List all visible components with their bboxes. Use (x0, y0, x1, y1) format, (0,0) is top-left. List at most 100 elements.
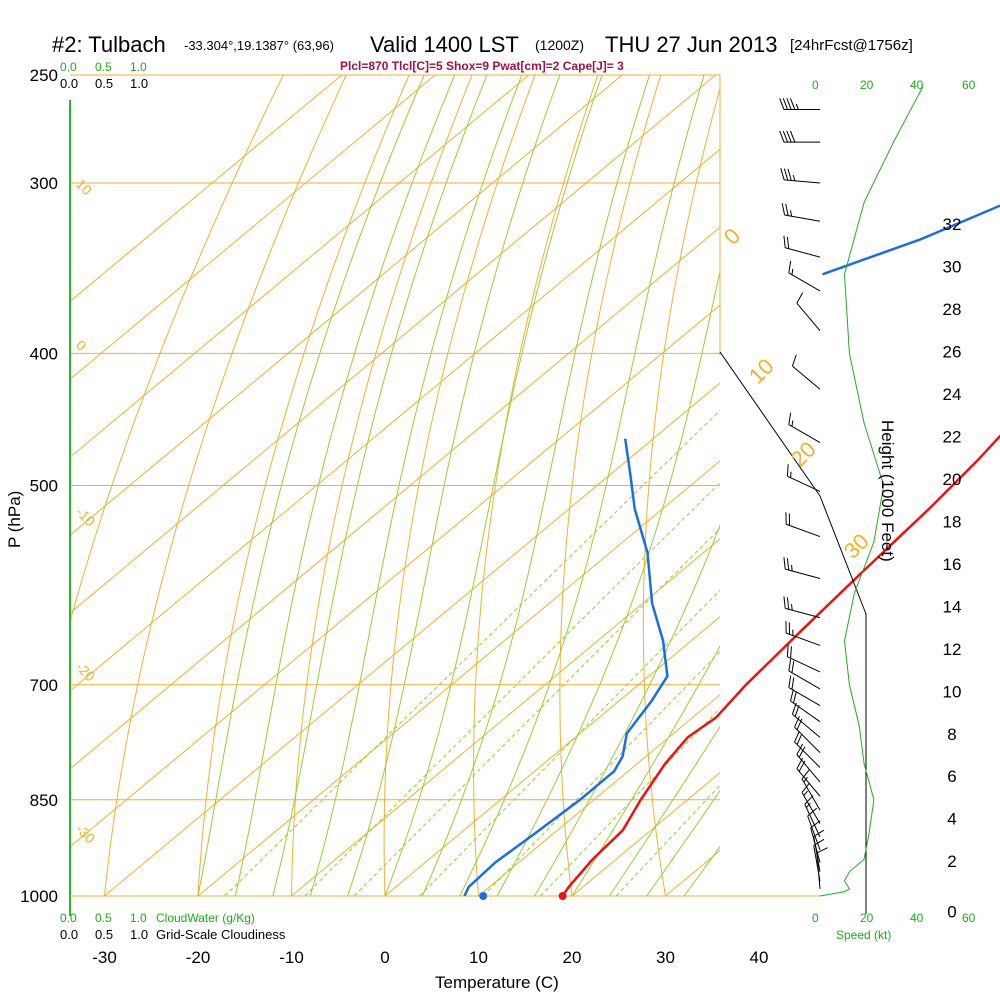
wind-barb-flag (791, 565, 793, 572)
speed-scale-bottom: 0 20 40 60 Speed (kt) (812, 911, 976, 942)
pressure-tick-850: 850 (30, 791, 58, 810)
surface-dewpoint-dot (479, 892, 488, 900)
wind-barb (780, 168, 821, 184)
forecast-date: THU 27 Jun 2013 (605, 32, 777, 57)
wind-barb-flag (795, 103, 799, 110)
wind-barb-flag (788, 675, 792, 688)
wind-barb (788, 675, 821, 706)
wind-barb-staff (785, 247, 821, 258)
wind-barb-flag (792, 691, 797, 704)
cloudwater-scale-bottom: 0.0 0.5 1.0 CloudWater (g/Kg) (60, 911, 255, 925)
dry-adiabat (473, 75, 599, 896)
wind-barb-flag (796, 743, 804, 755)
wind-barb-flag (810, 820, 821, 829)
mixing-ratio-label: 20 (621, 894, 637, 910)
cl-bot-2: 1.0 (130, 927, 148, 942)
wind-barb-flag (791, 604, 793, 611)
isotherm-line (853, 75, 1000, 896)
forecast-info: [24hrFcst@1756z] (790, 37, 913, 54)
dry-adiabat (724, 75, 787, 896)
zulu-time: (1200Z) (535, 37, 584, 53)
mixing-ratio-label: 2 (310, 894, 318, 910)
pressure-tick-500: 500 (30, 477, 58, 496)
wind-barb (779, 130, 820, 143)
dry-adiabat (559, 75, 662, 896)
dewpoint-line (822, 204, 1000, 276)
moist-adiabat (608, 725, 720, 896)
mixing-ratio-label: 5 (425, 894, 433, 910)
wind-barb-flag (807, 807, 818, 817)
height-tick: 10 (943, 682, 962, 701)
wind-barb (801, 769, 821, 811)
mixing-ratio-line (482, 650, 720, 896)
cw-bot-0: 0.0 (60, 911, 77, 925)
isotherm-line (384, 616, 720, 896)
cloudwater-label: CloudWater (g/Kg) (156, 911, 255, 925)
height-tick: 2 (947, 852, 956, 871)
wind-barb-flag (798, 746, 806, 758)
cl-top-1: 0.5 (95, 76, 113, 91)
mixing-ratio-line (304, 482, 720, 896)
wind-barb-flag (803, 790, 808, 796)
wind-barb (786, 644, 821, 673)
temperature-tick: 0 (380, 948, 389, 967)
cl-top-0: 0.0 (60, 76, 78, 91)
isotherm-label: -20 (73, 659, 99, 685)
height-tick: 12 (943, 640, 962, 659)
isobar-lines (70, 74, 720, 897)
temperature-tick: 20 (563, 948, 582, 967)
moist-adiabat (309, 75, 523, 896)
speed-scale-top: 0 20 40 60 (812, 78, 976, 92)
dry-adiabat (70, 75, 284, 624)
mixing-ratio-line (615, 784, 720, 896)
mixing-ratio-label: 8 (488, 894, 496, 910)
moist-adiabat (571, 645, 720, 896)
isotherm-label: 0 (73, 337, 90, 354)
wind-barb-flag (813, 829, 825, 837)
temperature-tick: -20 (186, 948, 211, 967)
cloudiness-scale-bottom: 0.0 0.5 1.0 Grid-Scale Cloudiness (60, 927, 286, 942)
wind-barb-staff (787, 656, 821, 673)
wind-barb-staff (794, 726, 821, 753)
wind-barb-flag (796, 718, 803, 730)
isotherm-line (70, 75, 343, 303)
chart-frame (69, 75, 820, 916)
dry-adiabat (642, 86, 720, 896)
wind-barb-staff (796, 754, 821, 783)
isotherm-label: 10 (744, 354, 779, 389)
temperature-line (561, 434, 1000, 897)
station-title: #2: Tulbach (52, 32, 166, 57)
y-axis-title: P (hPa) (5, 491, 24, 548)
height-tick: 8 (947, 725, 956, 744)
height-tick: 0 (947, 903, 956, 922)
height-tick: 14 (943, 597, 962, 616)
isotherm-line (70, 75, 436, 380)
moist-adiabat (384, 75, 603, 896)
wind-barb-flag (801, 782, 810, 793)
wind-barb-flag (791, 677, 795, 690)
wind-barb-flag (783, 235, 786, 248)
wind-barb-flag (786, 464, 789, 477)
wind-barb-staff (792, 365, 821, 390)
moist-adiabat (234, 75, 456, 896)
wind-barb (783, 596, 821, 619)
wind-barb-staff (788, 687, 821, 706)
height-tick: 22 (943, 427, 962, 446)
wind-barb-staff (784, 214, 821, 222)
wind-barb-flag (781, 203, 786, 216)
wind-barb-flag (786, 236, 790, 249)
wind-barb-flag (794, 730, 800, 743)
wind-barb (807, 807, 821, 851)
temperature-tick: -30 (92, 948, 117, 967)
sounding-series (463, 204, 1000, 900)
wind-barb-staff (788, 272, 821, 292)
speed-label: Speed (kt) (836, 928, 891, 942)
isotherm-label: -10 (73, 504, 99, 530)
station-coords: -33.304°,19.1387° (63,96) (184, 38, 334, 53)
wind-barb-flag (790, 646, 792, 659)
moist-adiabat (646, 789, 720, 896)
spd-top-40: 40 (910, 78, 924, 92)
height-tick: 30 (943, 258, 962, 277)
